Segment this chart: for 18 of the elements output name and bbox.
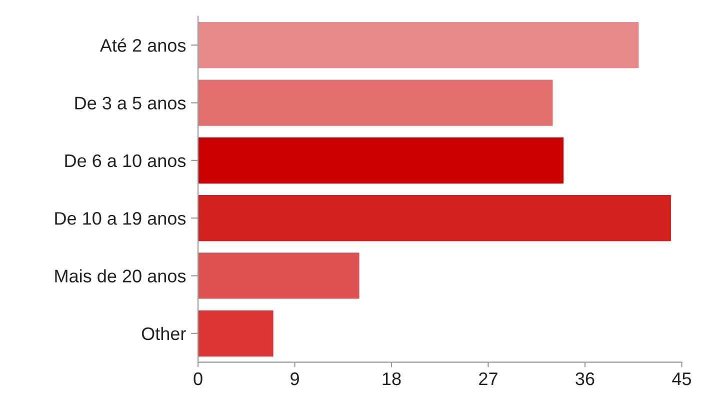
y-tick-label: De 6 a 10 anos [65,154,186,168]
x-tick-label: 45 [672,372,692,386]
x-tick-label: 27 [479,372,498,386]
x-tick-label: 18 [382,372,401,386]
bar [198,80,553,126]
y-tick-label: De 10 a 19 anos [55,212,186,225]
bar [198,252,360,299]
x-tick-label: 36 [576,372,594,386]
y-tick-label: De 3 a 5 anos [75,96,186,110]
bar [198,195,671,242]
y-tick-label: Mais de 20 anos [55,269,186,282]
x-tick-label: 0 [194,372,202,386]
y-tick-label: Other [142,326,186,340]
bar [198,137,564,184]
bar [198,22,639,68]
bar [198,310,274,356]
y-tick-label: Até 2 anos [100,38,186,52]
x-tick-label: 9 [290,372,299,386]
